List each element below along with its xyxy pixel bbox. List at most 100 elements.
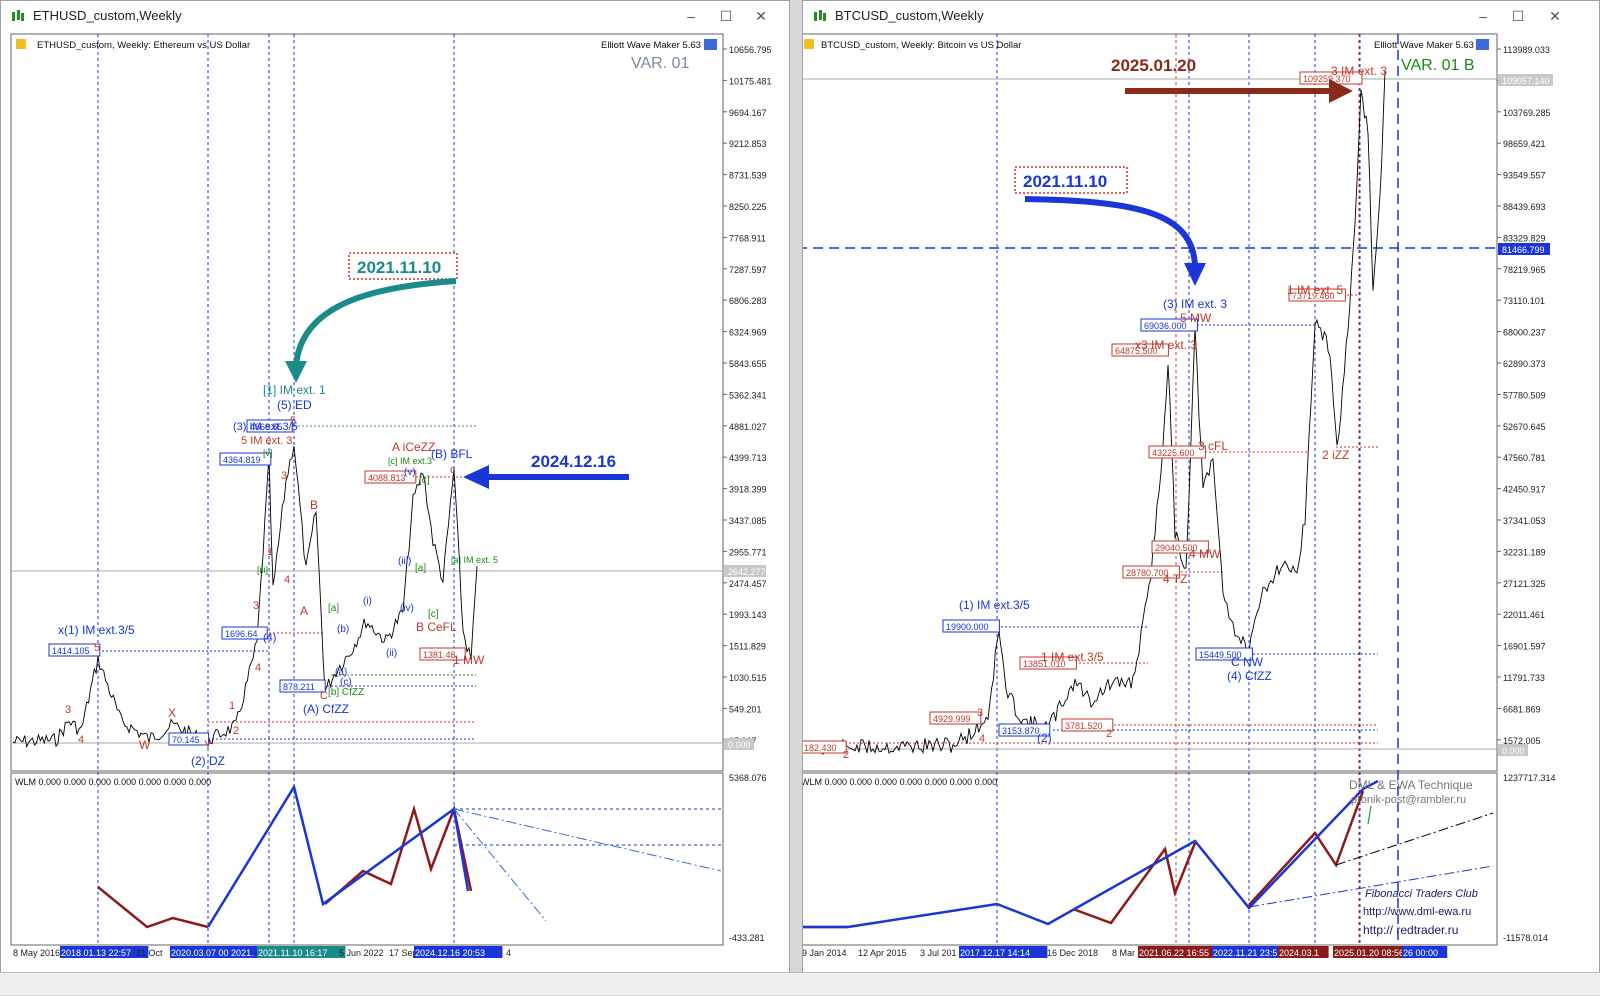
wave-label: [c] — [419, 475, 430, 486]
callout-date: 2021.11.10 — [1023, 172, 1107, 191]
price-scale-label: 2955.771 — [729, 547, 767, 557]
time-marker-bg — [1278, 946, 1329, 958]
price-box: 182.430 — [804, 743, 837, 753]
time-marker-bg — [257, 946, 346, 958]
minimize-button[interactable]: – — [687, 8, 695, 24]
price-box: 64875.500 — [1115, 346, 1158, 356]
price-box: 4929.999 — [933, 714, 971, 724]
eth-chart-canvas[interactable]: 10656.795 10175.481 9694.167 9212.853 8731.5… — [1, 31, 791, 996]
btc-chart-canvas[interactable]: 113989.033108879.245103769.28598659.4219… — [803, 31, 1600, 996]
price-box-frame — [364, 470, 417, 484]
price-box: 4364.819 — [223, 455, 261, 465]
zero-price-bg — [1498, 744, 1528, 756]
wave-label: (ii) — [386, 648, 397, 659]
time-label: 8 May 2016 — [13, 948, 60, 958]
minimize-button[interactable]: – — [1479, 8, 1487, 24]
credit-text: Fibonacci Traders Club — [1365, 888, 1478, 900]
wave-label: 4 TZ — [1163, 572, 1187, 586]
price-box-frame — [1288, 288, 1346, 302]
maximize-button[interactable]: ☐ — [719, 8, 733, 24]
maximize-button[interactable]: ☐ — [1511, 8, 1525, 24]
osc-scale-top: 5368.076 — [729, 773, 767, 783]
price-box: 43225.600 — [1152, 448, 1195, 458]
price-box: 73719.460 — [1292, 291, 1335, 301]
price-scale-label: 11791.733 — [1503, 673, 1545, 683]
time-marker-bg — [170, 946, 275, 958]
price-scale-label: 4881.027 — [729, 422, 767, 432]
price-box-frame — [419, 647, 466, 661]
time-label: 4 — [506, 948, 511, 958]
wave-label: A — [300, 604, 308, 618]
time-label: 17 Sep — [389, 948, 418, 958]
price-scale-label: 103769.285 — [1503, 108, 1551, 118]
price-scale-label: 1030.515 — [729, 673, 767, 683]
title-bar[interactable]: ETHUSD_custom,Weekly – ☐ ✕ — [1, 1, 789, 31]
btc-chart-window[interactable]: BTCUSD_custom,Weekly – ☐ ✕ 113989.033108… — [802, 0, 1600, 995]
wave-label: (3) IM ext.3/5 — [233, 421, 298, 433]
osc-projection — [453, 808, 722, 872]
zero-price-bg — [724, 738, 754, 750]
chart-icon — [814, 10, 826, 21]
price-scale-label: 5362.341 — [729, 390, 767, 400]
time-label: 5 Jun 2022 — [339, 948, 384, 958]
callout-date: 2021.11.10 — [357, 258, 441, 277]
eth-price-series — [12, 445, 478, 749]
price-scale-label: 8250.225 — [729, 202, 767, 212]
price-box: 13851.010 — [1023, 659, 1066, 669]
wave-label: 1 MW — [453, 653, 485, 667]
title-bar[interactable]: BTCUSD_custom,Weekly – ☐ ✕ — [803, 1, 1599, 31]
wave-label: (2) DZ — [191, 754, 225, 768]
current-price-bg — [724, 565, 766, 577]
price-box: 1696.64 — [225, 629, 258, 639]
price-scale-label: 52670.645 — [1503, 422, 1546, 432]
wave-label: [1] IM ext. 1 — [263, 383, 326, 397]
wave-label: 3 — [281, 470, 287, 482]
price-scale-label: 1572.005 — [1503, 736, 1541, 746]
price-scale-label: 27121.325 — [1503, 579, 1546, 589]
callout-arrowhead — [1329, 79, 1353, 103]
wave-label: 3 — [977, 707, 983, 719]
wave-label: c — [450, 464, 456, 476]
price-box: 4088.813 — [368, 473, 406, 483]
price-box-frame — [1111, 343, 1169, 357]
price-box: 15449.500 — [1199, 650, 1242, 660]
wave-label: (iii) — [398, 556, 411, 567]
close-button[interactable]: ✕ — [1549, 8, 1561, 24]
wave-label: 1 IM ext.3/5 — [1041, 650, 1104, 664]
chart-area[interactable]: 10656.795 10175.481 9694.167 9212.853 8731.5… — [1, 31, 789, 994]
wave-label: [v] — [263, 448, 273, 458]
price-scale-label: 98659.421 — [1503, 139, 1546, 149]
wave-label: 5 MW — [1180, 311, 1212, 325]
time-label: 26 00:00 — [1403, 948, 1438, 958]
close-button[interactable]: ✕ — [755, 8, 767, 24]
callout-date: 2024.12.16 — [531, 452, 616, 471]
wave-label: 5 IM ext. 3 — [241, 435, 292, 447]
price-box-frame — [48, 643, 101, 657]
price-box-frame — [221, 626, 268, 640]
credit-text: http:// redtrader.ru — [1363, 923, 1458, 937]
wave-label: 3 IM ext. 3 — [1331, 64, 1387, 78]
time-marker-bg — [1212, 946, 1295, 958]
chart-area[interactable]: 113989.033108879.245103769.28598659.4219… — [803, 31, 1599, 994]
time-marker-bg — [414, 946, 503, 958]
price-box: 29040.500 — [1155, 543, 1198, 553]
time-label: 3 Jul 201 — [920, 948, 957, 958]
time-label: 2018.01.13 22:57 — [61, 948, 131, 958]
price-box-frame — [1148, 445, 1206, 459]
eth-chart-window[interactable]: ETHUSD_custom,Weekly – ☐ ✕ 10656.795 1017… — [0, 0, 790, 995]
window-title: BTCUSD_custom,Weekly — [835, 8, 984, 23]
wave-label: [c] — [428, 609, 439, 620]
price-scale-label: 1511.829 — [729, 642, 766, 652]
callout-box — [348, 252, 458, 280]
price-scale-label: 37341.053 — [1503, 516, 1546, 526]
zero-price-label: 0.000 — [728, 740, 751, 750]
price-box: 69036.000 — [1144, 321, 1187, 331]
main-pane — [803, 33, 1498, 772]
price-scale-label: 4399.713 — [729, 453, 767, 463]
wave-label: B — [310, 498, 318, 512]
price-scale-label: 10656.795 — [729, 45, 772, 55]
time-label: 2025.01.20 08:56 — [1334, 948, 1404, 958]
indicator-icon — [1476, 39, 1489, 50]
indicator-name: Elliott Wave Maker 5.63 — [601, 40, 701, 51]
osc-scale-bottom: -11578.014 — [1503, 933, 1548, 943]
